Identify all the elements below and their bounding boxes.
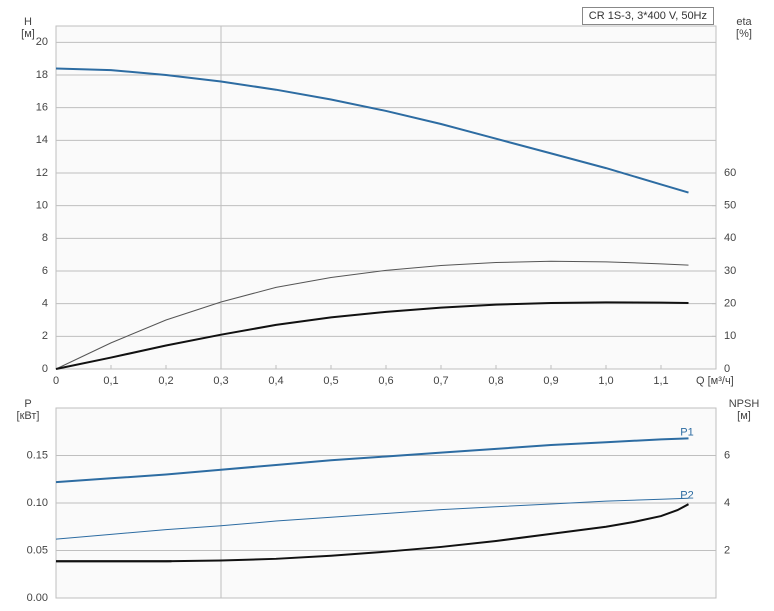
svg-text:40: 40	[724, 232, 736, 244]
svg-text:12: 12	[36, 167, 48, 179]
svg-text:P: P	[24, 398, 31, 410]
svg-text:0.10: 0.10	[27, 497, 48, 509]
svg-text:0,2: 0,2	[158, 375, 173, 387]
svg-text:18: 18	[36, 69, 48, 81]
svg-text:0: 0	[724, 363, 730, 375]
svg-text:6: 6	[724, 449, 730, 461]
svg-text:4: 4	[42, 298, 48, 310]
svg-text:0,6: 0,6	[378, 375, 393, 387]
svg-text:0.15: 0.15	[27, 449, 48, 461]
svg-text:6: 6	[42, 265, 48, 277]
svg-text:0,3: 0,3	[213, 375, 228, 387]
svg-text:20: 20	[36, 36, 48, 48]
svg-text:10: 10	[724, 330, 736, 342]
svg-text:Q [м³/ч]: Q [м³/ч]	[696, 375, 734, 387]
svg-text:0: 0	[42, 363, 48, 375]
chart-title-text: CR 1S-3, 3*400 V, 50Hz	[589, 10, 707, 22]
svg-text:P2: P2	[680, 489, 693, 501]
svg-text:0,4: 0,4	[268, 375, 283, 387]
svg-text:1,0: 1,0	[598, 375, 613, 387]
svg-text:0.00: 0.00	[27, 592, 48, 604]
svg-text:P1: P1	[680, 427, 693, 439]
pump-curve-page: CR 1S-3, 3*400 V, 50Hz 00,10,20,30,40,50…	[0, 0, 774, 611]
svg-text:30: 30	[724, 265, 736, 277]
svg-text:0: 0	[53, 375, 59, 387]
svg-text:10: 10	[36, 200, 48, 212]
svg-text:1,1: 1,1	[653, 375, 668, 387]
svg-text:14: 14	[36, 134, 48, 146]
svg-text:50: 50	[724, 200, 736, 212]
svg-text:0,8: 0,8	[488, 375, 503, 387]
svg-text:[м]: [м]	[21, 28, 35, 40]
svg-text:0.05: 0.05	[27, 544, 48, 556]
svg-text:0,1: 0,1	[103, 375, 118, 387]
svg-text:2: 2	[724, 544, 730, 556]
svg-text:0,7: 0,7	[433, 375, 448, 387]
svg-text:[%]: [%]	[736, 28, 752, 40]
svg-text:NPSH: NPSH	[729, 398, 760, 410]
svg-text:4: 4	[724, 497, 730, 509]
svg-text:60: 60	[724, 167, 736, 179]
svg-text:H: H	[24, 16, 32, 28]
svg-text:eta: eta	[736, 16, 752, 28]
svg-text:0,5: 0,5	[323, 375, 338, 387]
svg-text:20: 20	[724, 298, 736, 310]
chart-title-badge: CR 1S-3, 3*400 V, 50Hz	[582, 7, 714, 25]
svg-text:0,9: 0,9	[543, 375, 558, 387]
svg-text:[кВт]: [кВт]	[17, 410, 40, 422]
chart-svg: 0 0,1 0,2 0,3 0,4 0,5 0,6 0,7 0,8 0,9 1,0 1,1 Q [м³/…	[0, 0, 774, 611]
svg-text:16: 16	[36, 102, 48, 114]
svg-text:2: 2	[42, 330, 48, 342]
svg-text:[м]: [м]	[737, 410, 751, 422]
svg-text:8: 8	[42, 232, 48, 244]
